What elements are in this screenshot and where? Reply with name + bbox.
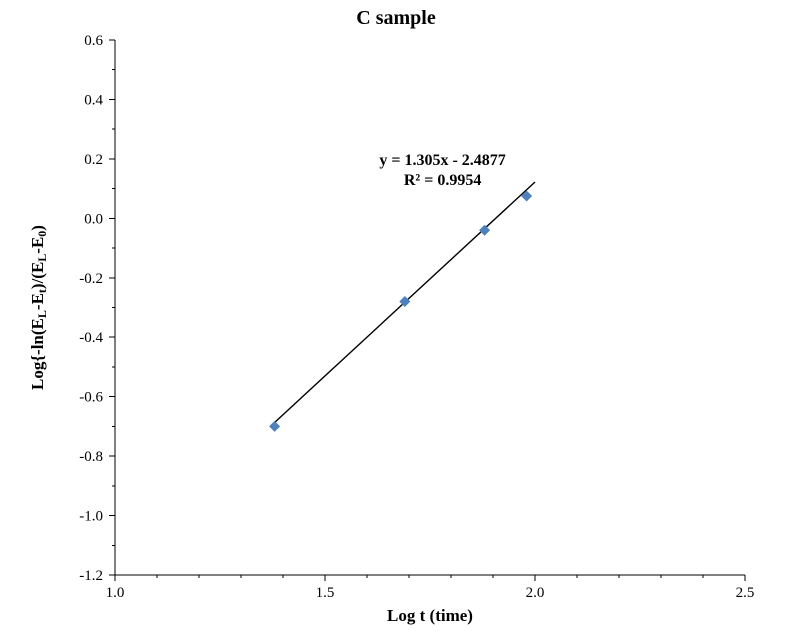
data-point <box>521 191 532 202</box>
y-ticks: -1.2 -1.0 -0.8 -0.6 -0.4 -0.2 0.0 0.2 0.4 0.6 <box>79 33 115 584</box>
x-tick-label: 2.0 <box>526 585 545 601</box>
data-point <box>479 225 490 236</box>
y-tick-label: -0.6 <box>79 390 103 406</box>
y-tick-label: 0.4 <box>84 92 103 108</box>
y-tick-label: 0.0 <box>84 211 103 227</box>
y-tick-label: 0.2 <box>84 152 103 168</box>
y-tick-label: -0.2 <box>79 271 103 287</box>
x-tick-label: 2.5 <box>736 585 755 601</box>
y-tick-label: -1.2 <box>79 568 103 584</box>
x-ticks: 1.0 1.5 2.0 2.5 <box>106 575 755 601</box>
y-tick-label: -0.4 <box>79 330 103 346</box>
scatter-chart: C sample 1.0 1.5 2.0 2.5 -1.2 -1.0 -0.8 -0.6 -0… <box>0 0 792 639</box>
annotation-r2: R² = 0.9954 <box>404 172 481 189</box>
x-axis-label: Log t (time) <box>387 606 473 625</box>
data-point <box>269 421 280 432</box>
data-points <box>269 191 532 432</box>
x-tick-label: 1.0 <box>106 585 125 601</box>
y-tick-label: -1.0 <box>79 509 103 525</box>
chart-title: C sample <box>356 7 436 29</box>
regression-annotation: y = 1.305x - 2.4877 R² = 0.9954 <box>379 152 505 189</box>
annotation-equation: y = 1.305x - 2.4877 <box>379 152 505 169</box>
y-tick-label: -0.8 <box>79 449 103 465</box>
axes <box>115 40 745 575</box>
y-tick-label: 0.6 <box>84 33 103 49</box>
y-axis-label: Log{-ln(EL-Et)/(EL-E0) <box>28 225 49 390</box>
x-tick-label: 1.5 <box>316 585 335 601</box>
